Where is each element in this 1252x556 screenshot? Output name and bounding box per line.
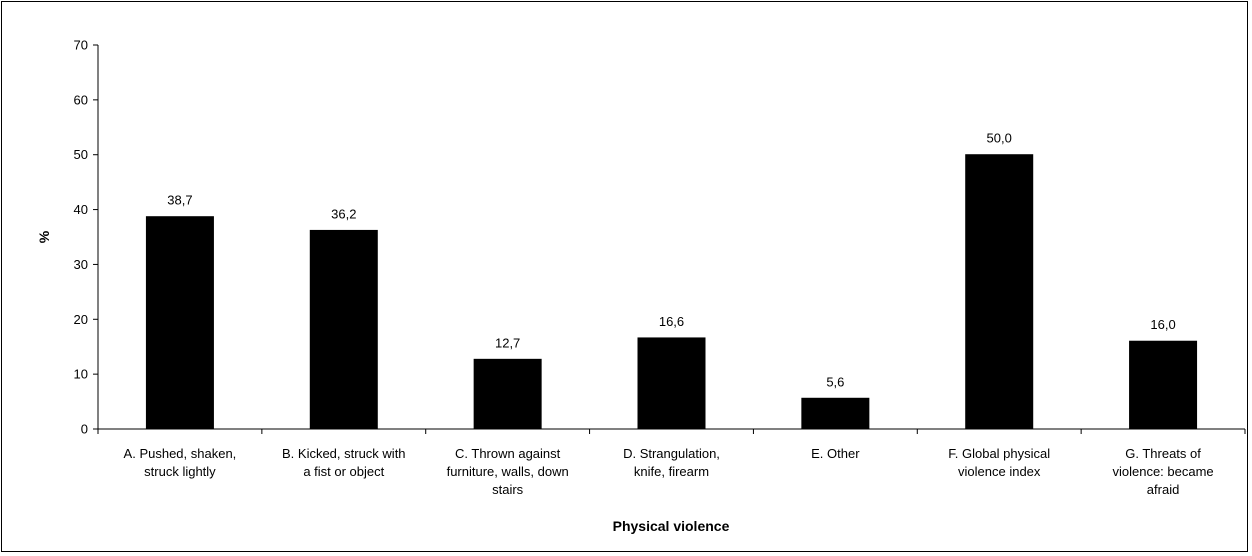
y-tick-label: 0 (81, 422, 88, 437)
bar (801, 397, 870, 430)
bar (309, 229, 378, 430)
data-label: 16,6 (659, 314, 684, 329)
y-tick-label: 60 (74, 92, 88, 107)
y-tick-label: 30 (74, 257, 88, 272)
bar (473, 358, 542, 430)
data-label: 36,2 (331, 206, 356, 221)
bar (637, 337, 706, 430)
data-label: 50,0 (987, 131, 1012, 146)
category-labels: A. Pushed, shaken, struck lightly B. Kicke… (124, 446, 1214, 497)
bar (965, 154, 1034, 430)
category-label: D. Strangulation, knife, firearm (623, 446, 720, 479)
category-label: E. Other (811, 446, 860, 461)
x-axis (97, 428, 1246, 434)
y-axis: 0 10 20 30 40 50 60 70 (74, 38, 99, 437)
data-label: 16,0 (1150, 317, 1175, 332)
data-label: 38,7 (167, 193, 192, 208)
y-tick-label: 10 (74, 367, 88, 382)
data-label: 5,6 (826, 374, 844, 389)
data-labels: 38,7 36,2 12,7 16,6 5,6 50,0 16,0 (167, 131, 1175, 390)
x-axis-title: Physical violence (613, 518, 730, 534)
category-label: C. Thrown against furniture, walls, down s… (447, 446, 569, 497)
y-tick-label: 40 (74, 202, 88, 217)
category-label: F. Global physical violence index (948, 446, 1050, 479)
data-label: 12,7 (495, 335, 520, 350)
bars (145, 154, 1198, 430)
category-label: A. Pushed, shaken, struck lightly (124, 446, 237, 479)
y-tick-label: 70 (74, 38, 88, 53)
bar (145, 216, 214, 430)
bar (1129, 340, 1198, 430)
y-tick-label: 20 (74, 312, 88, 327)
category-label: B. Kicked, struck with a fist or object (282, 446, 406, 479)
category-label: G. Threats of violence: became afraid (1112, 446, 1213, 497)
y-tick-label: 50 (74, 147, 88, 162)
y-axis-title: % (36, 230, 52, 243)
